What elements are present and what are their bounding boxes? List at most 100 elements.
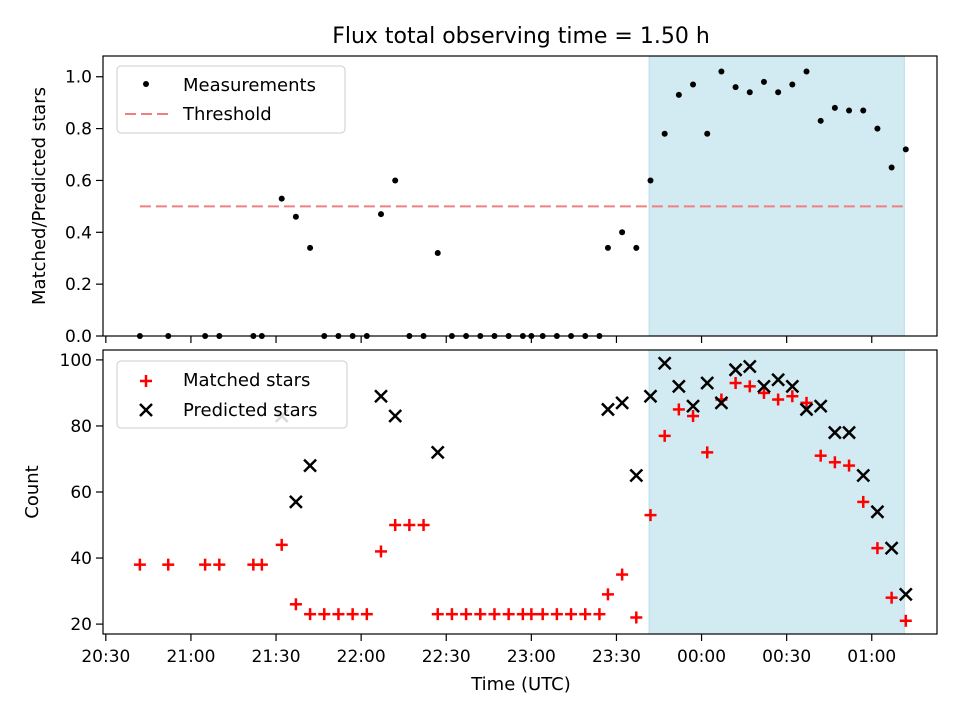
x-tick-label: 21:00 xyxy=(166,647,215,667)
matched-star-point xyxy=(488,608,501,621)
matched-star-point xyxy=(199,558,212,571)
measurement-point xyxy=(789,81,796,88)
top-axes-frame xyxy=(102,55,938,337)
x-stroke xyxy=(728,362,743,377)
x-stroke xyxy=(430,445,445,460)
matched-star-point xyxy=(332,608,345,621)
matched-star-point xyxy=(275,538,288,551)
top-y-axis-label: Matched/Predicted stars xyxy=(29,87,50,305)
measurement-point xyxy=(434,250,441,257)
x-stroke xyxy=(842,425,856,440)
measurement-point xyxy=(803,68,810,75)
matched-star-point xyxy=(133,558,146,571)
measurement-point xyxy=(874,125,881,132)
x-tick-label: 22:30 xyxy=(422,647,471,667)
x-axis-label: Time (UTC) xyxy=(470,674,571,695)
measurement-point xyxy=(633,244,640,251)
bottom-y-tick-label: 40 xyxy=(70,549,92,569)
x-tick-label: 00:30 xyxy=(762,647,811,667)
x-stroke xyxy=(686,399,700,414)
x-tick-label: 00:00 xyxy=(677,647,726,667)
measurement-point xyxy=(392,177,399,184)
measurement-point xyxy=(817,117,824,124)
top-y-tick-label: 0.0 xyxy=(65,327,92,347)
bottom-x-ticks: 20:30 21:00 21:30 22:00 22:30 23:00 23:30 00:00… xyxy=(81,634,896,667)
x-stroke xyxy=(813,399,828,414)
measurement-point xyxy=(704,130,711,137)
matched-star-point xyxy=(417,519,430,532)
x-stroke xyxy=(289,495,303,509)
measurement-point xyxy=(675,91,682,98)
top-legend-box xyxy=(116,65,346,134)
x-stroke xyxy=(629,468,644,483)
predicted-star-point xyxy=(842,425,856,440)
bottom-y-tick-label: 60 xyxy=(70,483,92,503)
measurement-point xyxy=(604,244,611,251)
bottom-legend-box xyxy=(116,360,348,429)
matched-star-point xyxy=(857,495,870,508)
legend-matched-marker xyxy=(140,375,152,387)
bottom-axes-frame xyxy=(102,349,938,635)
chart-title: Flux total observing time = 1.50 h xyxy=(332,24,710,49)
matched-star-point xyxy=(460,608,473,621)
predicted-star-point xyxy=(629,468,644,483)
x-stroke xyxy=(898,587,913,602)
x-tick-label: 23:00 xyxy=(507,647,556,667)
matched-star-point xyxy=(899,614,912,627)
predicted-star-point xyxy=(374,389,388,404)
predicted-star-point xyxy=(714,395,729,410)
measurement-point xyxy=(647,177,654,184)
legend-measurements-marker xyxy=(143,81,149,87)
matched-star-point xyxy=(346,608,359,621)
x-stroke xyxy=(671,379,686,394)
predicted-star-point xyxy=(303,458,317,473)
predicted-star-point xyxy=(657,356,672,371)
x-stroke xyxy=(700,376,715,390)
x-stroke xyxy=(643,389,658,404)
predicted-star-point xyxy=(728,362,743,377)
matched-star-point xyxy=(644,509,657,522)
matched-star-point xyxy=(360,608,373,621)
matched-star-point xyxy=(658,429,671,442)
predicted-star-point xyxy=(742,359,757,374)
top-panel: 0.0 0.2 0.4 0.6 0.8 1.0 Matched/Predicted sta… xyxy=(29,55,938,347)
x-tick-label: 21:30 xyxy=(252,647,301,667)
matched-star-point xyxy=(701,446,714,459)
top-y-tick-label: 0.8 xyxy=(65,120,92,140)
x-stroke xyxy=(742,359,757,374)
x-stroke xyxy=(388,409,403,423)
measurement-point xyxy=(619,229,626,236)
matched-star-point xyxy=(255,558,268,571)
predicted-star-point xyxy=(686,399,700,414)
predicted-star-point xyxy=(856,468,871,483)
top-y-tick-label: 0.6 xyxy=(65,171,92,191)
bottom-y-axis-label: Count xyxy=(22,465,43,518)
matched-star-point xyxy=(289,598,302,611)
x-stroke xyxy=(714,395,729,410)
matched-star-point xyxy=(757,386,770,399)
top-y-tick-label: 0.2 xyxy=(65,275,92,295)
matched-star-point xyxy=(630,611,643,624)
predicted-star-point xyxy=(601,402,615,417)
matched-star-point xyxy=(474,608,487,621)
x-stroke xyxy=(827,425,842,440)
matched-star-point xyxy=(729,377,742,390)
measurement-point xyxy=(718,68,725,75)
matched-star-point xyxy=(672,403,685,416)
x-stroke xyxy=(657,356,672,371)
measurement-point xyxy=(746,89,753,96)
bottom-y-tick-label: 80 xyxy=(70,417,92,437)
predicted-star-point xyxy=(785,379,800,394)
x-tick-label: 22:00 xyxy=(337,647,386,667)
matched-star-point xyxy=(772,393,785,406)
bottom-panel: 20 40 60 80 100 20:30 21:00 21:30 22:00 22:30 23:… xyxy=(22,349,938,695)
predicted-star-point xyxy=(700,376,715,390)
matched-star-point xyxy=(579,608,592,621)
matched-star-point xyxy=(304,608,317,621)
matched-star-point xyxy=(593,608,606,621)
x-stroke xyxy=(799,402,814,417)
matched-star-point xyxy=(445,608,458,621)
predicted-star-point xyxy=(643,389,658,404)
matched-star-point xyxy=(786,390,799,403)
